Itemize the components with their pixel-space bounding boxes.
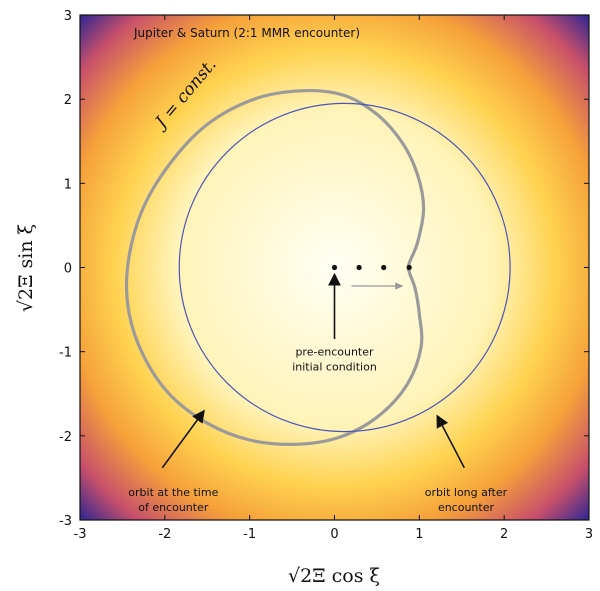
initial-condition-point bbox=[381, 264, 387, 271]
y-tick-label: -1 bbox=[59, 346, 72, 361]
y-tick-label: 3 bbox=[64, 9, 72, 24]
orbit-at-encounter-curve bbox=[124, 88, 426, 446]
orbit-long-after-curve bbox=[178, 102, 511, 433]
y-tick-label: 0 bbox=[64, 262, 72, 277]
annotation-text: initial condition bbox=[292, 361, 377, 374]
annotation-arrow bbox=[436, 414, 466, 469]
x-tick-label: -3 bbox=[74, 527, 87, 542]
x-tick-label: -2 bbox=[158, 527, 171, 542]
chart-title: Jupiter & Saturn (2:1 MMR encounter) bbox=[133, 26, 360, 40]
annotation-text: encounter bbox=[438, 501, 495, 514]
x-tick-label: 2 bbox=[500, 527, 508, 542]
curves bbox=[124, 88, 511, 446]
annotation-text: orbit long after bbox=[425, 486, 508, 499]
initial-condition-point bbox=[406, 264, 412, 271]
x-tick-label: -1 bbox=[243, 527, 256, 542]
x-tick-label: 3 bbox=[585, 527, 593, 542]
initial-condition-point bbox=[331, 264, 338, 271]
annotation-text: pre-encounter bbox=[295, 346, 374, 359]
tick-labels: -3 -2 -1 0 1 2 3 -3 -2 -1 0 1 2 3 bbox=[59, 9, 593, 542]
initial-condition-point bbox=[356, 264, 362, 271]
x-axis-label: √2Ξ cos ξ bbox=[288, 565, 380, 587]
annotation-text: of encounter bbox=[138, 501, 209, 514]
y-axis-label: √2Ξ sin ξ bbox=[15, 224, 37, 312]
x-tick-label: 1 bbox=[415, 527, 423, 542]
plot-frame bbox=[79, 14, 590, 521]
annotation-arrow bbox=[161, 409, 205, 469]
y-tick-label: 2 bbox=[64, 93, 72, 108]
y-tick-label: -2 bbox=[59, 430, 72, 445]
y-tick-label: -3 bbox=[59, 514, 72, 529]
initial-points bbox=[331, 264, 412, 271]
x-tick-label: 0 bbox=[330, 527, 338, 542]
annotation-text: orbit at the time bbox=[128, 486, 218, 499]
y-tick-label: 1 bbox=[64, 177, 72, 192]
